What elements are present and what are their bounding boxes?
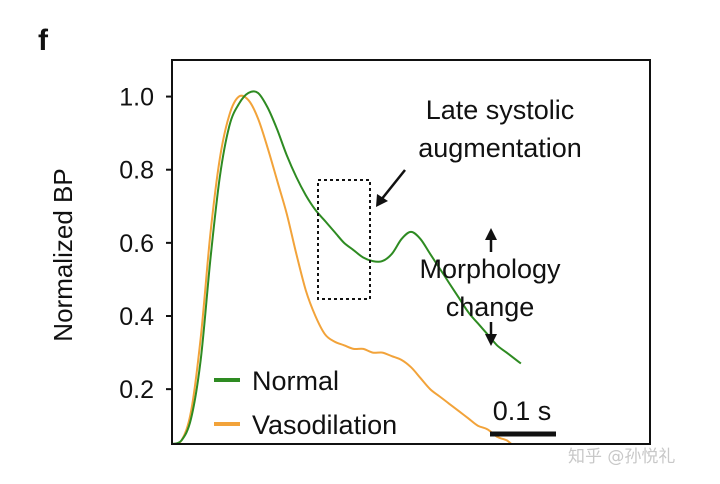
series-line-normal: [172, 90, 522, 444]
scale-bar-label: 0.1 s: [493, 396, 552, 426]
arrow-up-morphology: [485, 228, 497, 252]
curves-group: [172, 90, 522, 444]
annotation-line-late-systolic: Late systolic: [426, 95, 575, 125]
legend: Normal Vasodilation: [214, 366, 397, 440]
y-tick-label: 0.8: [119, 157, 154, 185]
plot-area: [171, 59, 651, 445]
plot-frame: [171, 59, 651, 445]
y-tick-label: 0.4: [119, 303, 154, 331]
y-axis-title: Normalized BP: [48, 168, 78, 341]
legend-label-vasodilation: Vasodilation: [252, 410, 397, 440]
watermark: 知乎 @孙悦礼: [568, 447, 675, 467]
annotation-line-morphology: Morphology: [419, 254, 561, 284]
y-axis: 0.2 0.4 0.6 0.8 1.0: [119, 84, 172, 404]
y-tick-label: 1.0: [119, 84, 154, 112]
y-tick-label: 0.2: [119, 376, 154, 404]
legend-label-normal: Normal: [252, 366, 339, 396]
panel-label: f: [38, 24, 49, 57]
y-tick-label: 0.6: [119, 230, 154, 258]
arrow-down-morphology: [485, 322, 497, 346]
arrow-late-systolic: [376, 169, 406, 207]
highlight-box: [317, 179, 371, 300]
series-line-vasodilation: [172, 94, 513, 444]
scale-bar: 0.1 s: [490, 396, 556, 437]
annotation-line-augmentation: augmentation: [418, 133, 582, 163]
annotation-line-change: change: [446, 292, 535, 322]
